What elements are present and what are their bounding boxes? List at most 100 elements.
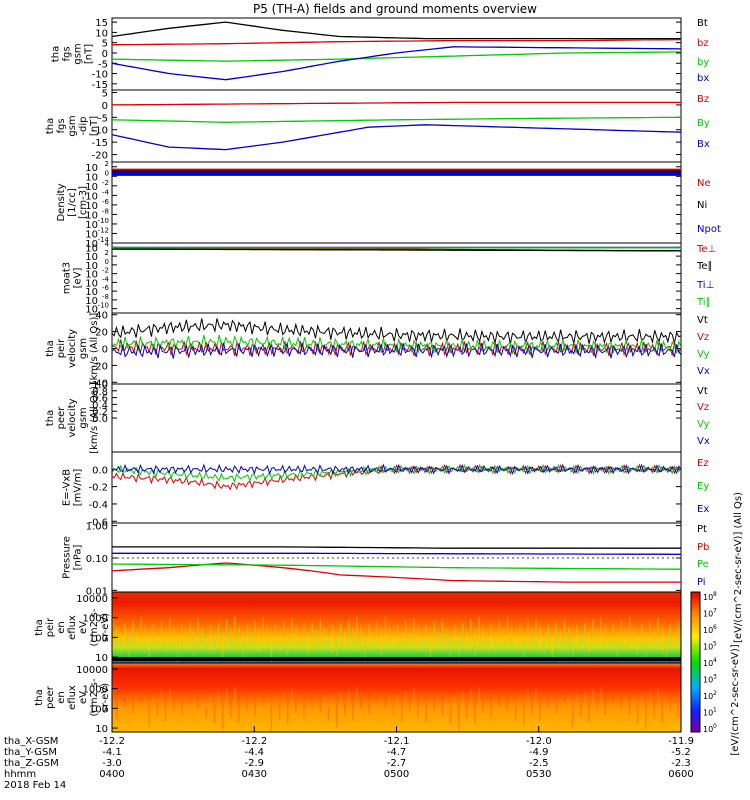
y-tick-label: 10	[85, 191, 98, 202]
speckle	[372, 702, 374, 719]
speckle	[470, 619, 472, 633]
speckle	[519, 694, 521, 705]
speckle	[433, 621, 435, 641]
speckle	[425, 624, 427, 653]
speckle	[409, 630, 411, 642]
panel-y-label: sr-eV)	[100, 683, 111, 712]
speckle	[360, 696, 362, 709]
panel-frame	[111, 451, 682, 524]
speckle	[282, 691, 285, 704]
speckle	[254, 690, 256, 717]
speckle	[539, 697, 541, 720]
colorbar-tick-label: 10	[703, 659, 713, 668]
y-tick-label: 0.0	[92, 414, 108, 425]
y-tick-label: -40	[92, 378, 108, 389]
speckle	[152, 694, 155, 712]
x-tick-label: -4.9	[529, 747, 549, 758]
y-tick-label: -0.4	[88, 500, 108, 511]
y-tick-label: 10000	[76, 594, 108, 605]
speckle	[551, 633, 553, 661]
speckle	[510, 626, 513, 647]
speckle	[555, 691, 558, 714]
legend-bz: bz	[697, 38, 709, 49]
y-tick-label: 15	[95, 18, 108, 29]
speckle	[580, 634, 582, 648]
legend-Vz: Vz	[697, 332, 709, 343]
speckle	[673, 633, 676, 647]
y-tick-exponent: -6	[102, 284, 110, 292]
speckle	[478, 616, 480, 639]
y-tick-label: 0.4	[92, 400, 108, 411]
y-tick-exponent: -10	[98, 302, 109, 310]
speckle	[535, 688, 537, 716]
speckle	[307, 633, 309, 654]
speckle	[238, 696, 240, 723]
series-line-Vy	[112, 334, 681, 355]
speckle	[368, 623, 370, 645]
speckle	[168, 688, 171, 706]
speckle	[600, 687, 602, 712]
speckle	[348, 619, 350, 647]
speckle	[645, 633, 647, 661]
y-tick-label: 0.0	[92, 465, 108, 476]
speckle	[364, 635, 366, 662]
speckle	[380, 629, 383, 656]
speckle	[486, 635, 488, 648]
speckle	[405, 621, 407, 637]
speckle	[116, 626, 118, 650]
speckle	[506, 617, 509, 643]
speckle	[148, 636, 151, 659]
y-tick-exponent: -6	[102, 198, 110, 206]
speckle	[457, 634, 460, 662]
speckle	[608, 635, 610, 651]
speckle	[197, 618, 199, 640]
speckle	[559, 631, 562, 649]
speckle	[356, 687, 358, 705]
speckle	[527, 691, 529, 710]
speckle	[124, 623, 126, 638]
speckle	[584, 622, 586, 649]
legend-Npot: Npot	[697, 224, 721, 235]
colorbar-tick-label: 10	[703, 676, 713, 685]
y-tick-label: 10	[95, 28, 108, 39]
y-tick-exponent: 0	[105, 258, 109, 266]
speckle	[474, 628, 476, 655]
y-tick-exponent: 2	[105, 160, 109, 168]
speckle	[388, 696, 391, 713]
y-tick-label: 10	[85, 229, 98, 240]
panel-y-label: peir	[56, 338, 67, 358]
speckle	[482, 696, 484, 713]
y-tick-exponent: 2	[105, 249, 109, 257]
speckle	[112, 687, 114, 698]
speckle	[213, 634, 216, 655]
panel-6: 1.00.80.60.40.20.0 tha peer velocity gsm [km/…	[45, 380, 710, 454]
speckle	[527, 621, 529, 641]
x-tick-label: -2.7	[387, 758, 407, 769]
speckle	[201, 628, 203, 644]
speckle	[571, 707, 574, 729]
legend-bx: bx	[697, 73, 709, 84]
speckle	[307, 703, 309, 724]
speckle	[287, 700, 289, 725]
speckle	[677, 621, 680, 648]
speckle	[588, 701, 590, 722]
speckle	[140, 617, 142, 632]
series-line-Bt	[112, 21, 681, 40]
panel-8: 1.00 0.10 0.01 Pressure [nPa] Pt Pb Pe Pi [eV/(cm…	[62, 492, 745, 643]
speckle	[323, 628, 326, 648]
y-tick-label: 40	[95, 311, 108, 322]
speckle	[657, 688, 659, 702]
speckle	[274, 694, 277, 715]
speckle	[242, 635, 244, 659]
panel-y-label: Pressure	[62, 536, 73, 579]
speckle	[421, 706, 423, 721]
speckle	[225, 619, 228, 644]
speckle	[539, 627, 541, 651]
speckle	[238, 626, 240, 654]
speckle	[543, 706, 545, 725]
speckle	[523, 703, 525, 727]
speckle	[368, 693, 370, 715]
y-tick-label: 10	[85, 243, 98, 254]
speckle	[128, 702, 130, 730]
